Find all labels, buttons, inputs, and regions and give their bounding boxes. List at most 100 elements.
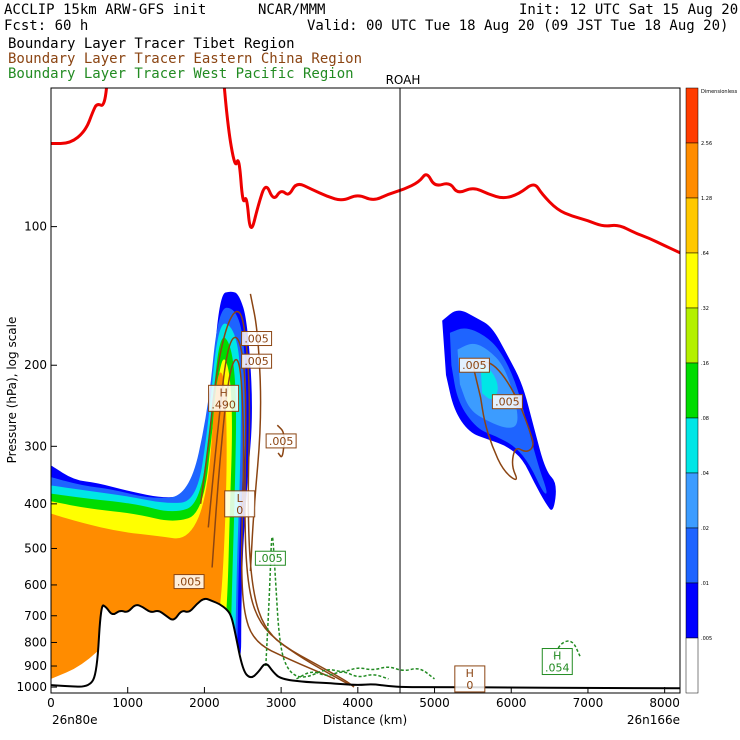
contour-label-2-box (265, 433, 297, 449)
extremum-0-text-1: .490 (211, 398, 236, 411)
header-valid-time: Valid: 00 UTC Tue 18 Aug 20 (09 JST Tue … (307, 18, 728, 34)
colorbar-bin-6 (685, 417, 699, 474)
y-tick-label-0: 100 (24, 220, 47, 234)
axes: 0 1000 2000 3000 4000 5000 6000 7000 80001002003… (16, 220, 679, 710)
extremum-0-box (208, 384, 240, 412)
y-tick-label-8: 900 (24, 659, 47, 673)
y-tick-label-4: 500 (24, 541, 47, 555)
colorbar-label-3: .32 (701, 306, 709, 312)
extremum-2-text-1: 0 (466, 679, 473, 692)
contour-annotations: .005.005.005.005.005.005.005H.490L0H0H.0… (173, 331, 573, 693)
colorbar-label-2: .64 (701, 251, 709, 257)
x-tick-label-4: 4000 (343, 696, 374, 710)
colorbar-label-6: .04 (701, 471, 709, 477)
colorbar-bin-0 (685, 87, 699, 144)
y-tick-label-1: 200 (24, 358, 47, 372)
x-tick-label-3: 3000 (266, 696, 297, 710)
header-init-time: Init: 12 UTC Sat 15 Aug 20 (519, 2, 738, 18)
terrain-line (51, 597, 680, 690)
contour-label-2: .005 (265, 433, 297, 449)
contour-label-4-text-0: .005 (462, 359, 487, 372)
plot-area (51, 88, 680, 693)
section-end-label: 26n166e (627, 713, 680, 727)
colorbar-bin-5 (685, 362, 699, 419)
x-axis-label: Distance (km) (323, 713, 407, 727)
extremum-3-text-0: H (553, 650, 561, 663)
terrain-mask (51, 598, 680, 693)
section-start-label: 26n80e (52, 713, 98, 727)
y-tick-label-2: 300 (24, 439, 47, 453)
colorbar-label-0: 2.56 (701, 141, 712, 147)
contour-label-2-text-0: .005 (269, 435, 294, 448)
contour-label-0-text-0: .005 (244, 333, 269, 346)
china-contour-2 (211, 358, 336, 680)
colorbar-bin-7 (685, 472, 699, 529)
extremum-0: H.490 (208, 384, 240, 412)
extremum-1: L0 (224, 490, 256, 518)
y-tick-label-7: 800 (24, 635, 47, 649)
y-axis-label: Pressure (hPa), log scale (5, 317, 19, 464)
contour-label-6: .005 (254, 550, 286, 566)
contour-label-1-box (241, 353, 273, 369)
colorbar-bin-4 (685, 307, 699, 364)
y-tick-label-5: 600 (24, 578, 47, 592)
header-institution: NCAR/MMM (258, 2, 325, 18)
contour-label-1: .005 (241, 353, 273, 369)
colorbar-label-8: .01 (701, 581, 709, 587)
legend-tibet-tracer: Boundary Layer Tracer Tibet Region (8, 36, 295, 52)
contour-label-3-text-0: .005 (177, 576, 202, 589)
extremum-1-text-0: L (237, 492, 244, 505)
header-forecast-hour: Fcst: 60 h (4, 18, 88, 34)
contour-label-3-box (173, 574, 205, 590)
plot-frame (50, 87, 681, 694)
y-tick-label-9: 1000 (16, 680, 47, 694)
x-tick-label-2: 2000 (189, 696, 220, 710)
x-tick-label-7: 7000 (573, 696, 604, 710)
contour-label-0-box (241, 331, 273, 347)
colorbar-label-7: .02 (701, 526, 709, 532)
upper-blob-shade-3 (480, 365, 498, 400)
x-tick-label-6: 6000 (496, 696, 527, 710)
contour-label-5-text-0: .005 (495, 396, 520, 409)
contour-label-4-box (458, 357, 490, 373)
colorbar-label-5: .08 (701, 416, 709, 422)
x-tick-label-8: 8000 (649, 696, 680, 710)
plume-shade-5 (51, 372, 227, 679)
colorbar-label-1: 1.28 (701, 196, 712, 202)
colorbar-label-9: .005 (701, 636, 712, 642)
x-tick-label-1: 1000 (112, 696, 143, 710)
contour-label-3: .005 (173, 574, 205, 590)
colorbar-bin-2 (685, 197, 699, 254)
colorbar-bin-8 (685, 527, 699, 584)
extremum-2-text-0: H (466, 667, 474, 680)
x-tick-label-0: 0 (47, 696, 55, 710)
extremum-0-text-0: H (219, 386, 227, 399)
x-tick-label-5: 5000 (419, 696, 450, 710)
contour-label-5-box (491, 394, 523, 410)
colorbar-title: Dimensionless (701, 89, 738, 95)
contour-label-0: .005 (241, 331, 273, 347)
colorbar-bin-9 (685, 582, 699, 639)
contour-label-6-box (254, 550, 286, 566)
extremum-2-box (454, 665, 486, 693)
extremum-1-box (224, 490, 256, 518)
pacific-contour-1 (296, 671, 389, 680)
contour-label-5: .005 (491, 394, 523, 410)
y-tick-label-6: 700 (24, 609, 47, 623)
legend-pacific-tracer: Boundary Layer Tracer West Pacific Regio… (8, 66, 354, 82)
contour-label-4: .005 (458, 357, 490, 373)
colorbar-bin-10 (685, 637, 699, 694)
contour-label-1-text-0: .005 (244, 355, 269, 368)
china-contour-upper-loop (472, 361, 534, 481)
extremum-3-text-1: .054 (545, 662, 570, 675)
extremum-1-text-1: 0 (236, 504, 243, 517)
pacific-contour-0 (265, 536, 435, 680)
header-model-title: ACCLIP 15km ARW-GFS init (4, 2, 206, 18)
colorbar-bin-3 (685, 252, 699, 309)
colorbar-bin-1 (685, 142, 699, 199)
tracer-shading (51, 291, 680, 693)
station-label: ROAH (386, 73, 421, 87)
colorbar-label-4: .16 (701, 361, 709, 367)
extremum-3-box (541, 648, 573, 676)
extremum-2: H0 (454, 665, 486, 693)
